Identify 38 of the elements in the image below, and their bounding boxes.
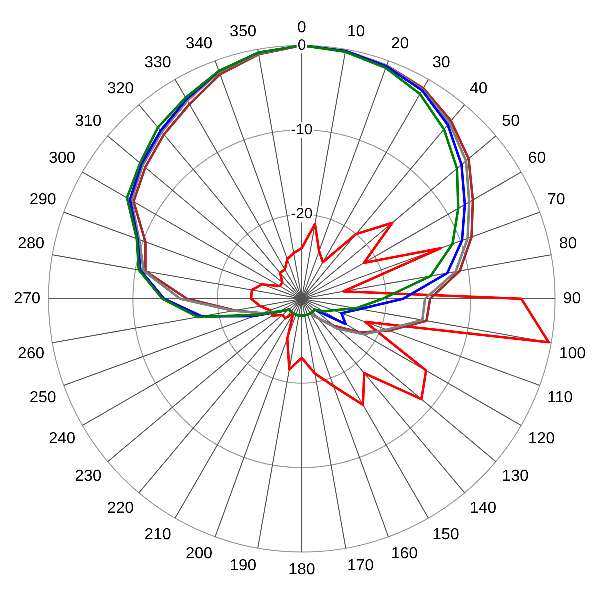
y-tick-label: 0 [298,20,307,36]
spoke-label: 160 [391,546,418,563]
spoke-label: 130 [502,468,529,485]
spoke-label: 50 [502,112,520,130]
spoke-label: 80 [559,235,578,252]
spoke-label: 110 [548,389,574,406]
spoke-label: 240 [49,430,76,448]
spoke-label: 310 [75,112,102,130]
spoke-label: 350 [230,23,257,40]
spoke-label: 280 [18,235,45,252]
spoke-label: 260 [18,345,45,362]
spoke-label: 70 [548,191,566,208]
spoke-label: 30 [432,54,451,72]
spoke-label: 210 [144,526,172,544]
spoke-label: 60 [528,150,546,168]
spoke-label: 40 [470,80,488,98]
spoke-label: 120 [528,430,556,448]
spoke-label: 20 [391,35,410,52]
spoke-label: 290 [30,191,57,208]
spoke-label: 140 [470,500,497,518]
spoke-label: 90 [563,290,582,308]
spoke-label: 270 [14,290,41,308]
spoke-label: 180 [288,561,316,578]
spoke-label: 330 [144,54,172,72]
spoke-label: 100 [559,345,586,362]
y-tick-label: -10 [291,121,313,138]
spoke-label: 190 [230,557,257,574]
y-tick-label: -20 [291,206,313,223]
spoke-label: 200 [186,546,213,563]
spoke-label: 250 [30,389,57,406]
spoke-label: 170 [347,557,374,574]
spoke-label: 10 [347,23,366,40]
spoke-label: 340 [186,35,213,52]
spoke-label: 300 [49,150,76,168]
spoke-label: 320 [107,80,134,98]
spoke-label: 220 [107,500,134,518]
spoke-label: 230 [75,468,102,485]
spoke-label: 150 [432,526,460,544]
